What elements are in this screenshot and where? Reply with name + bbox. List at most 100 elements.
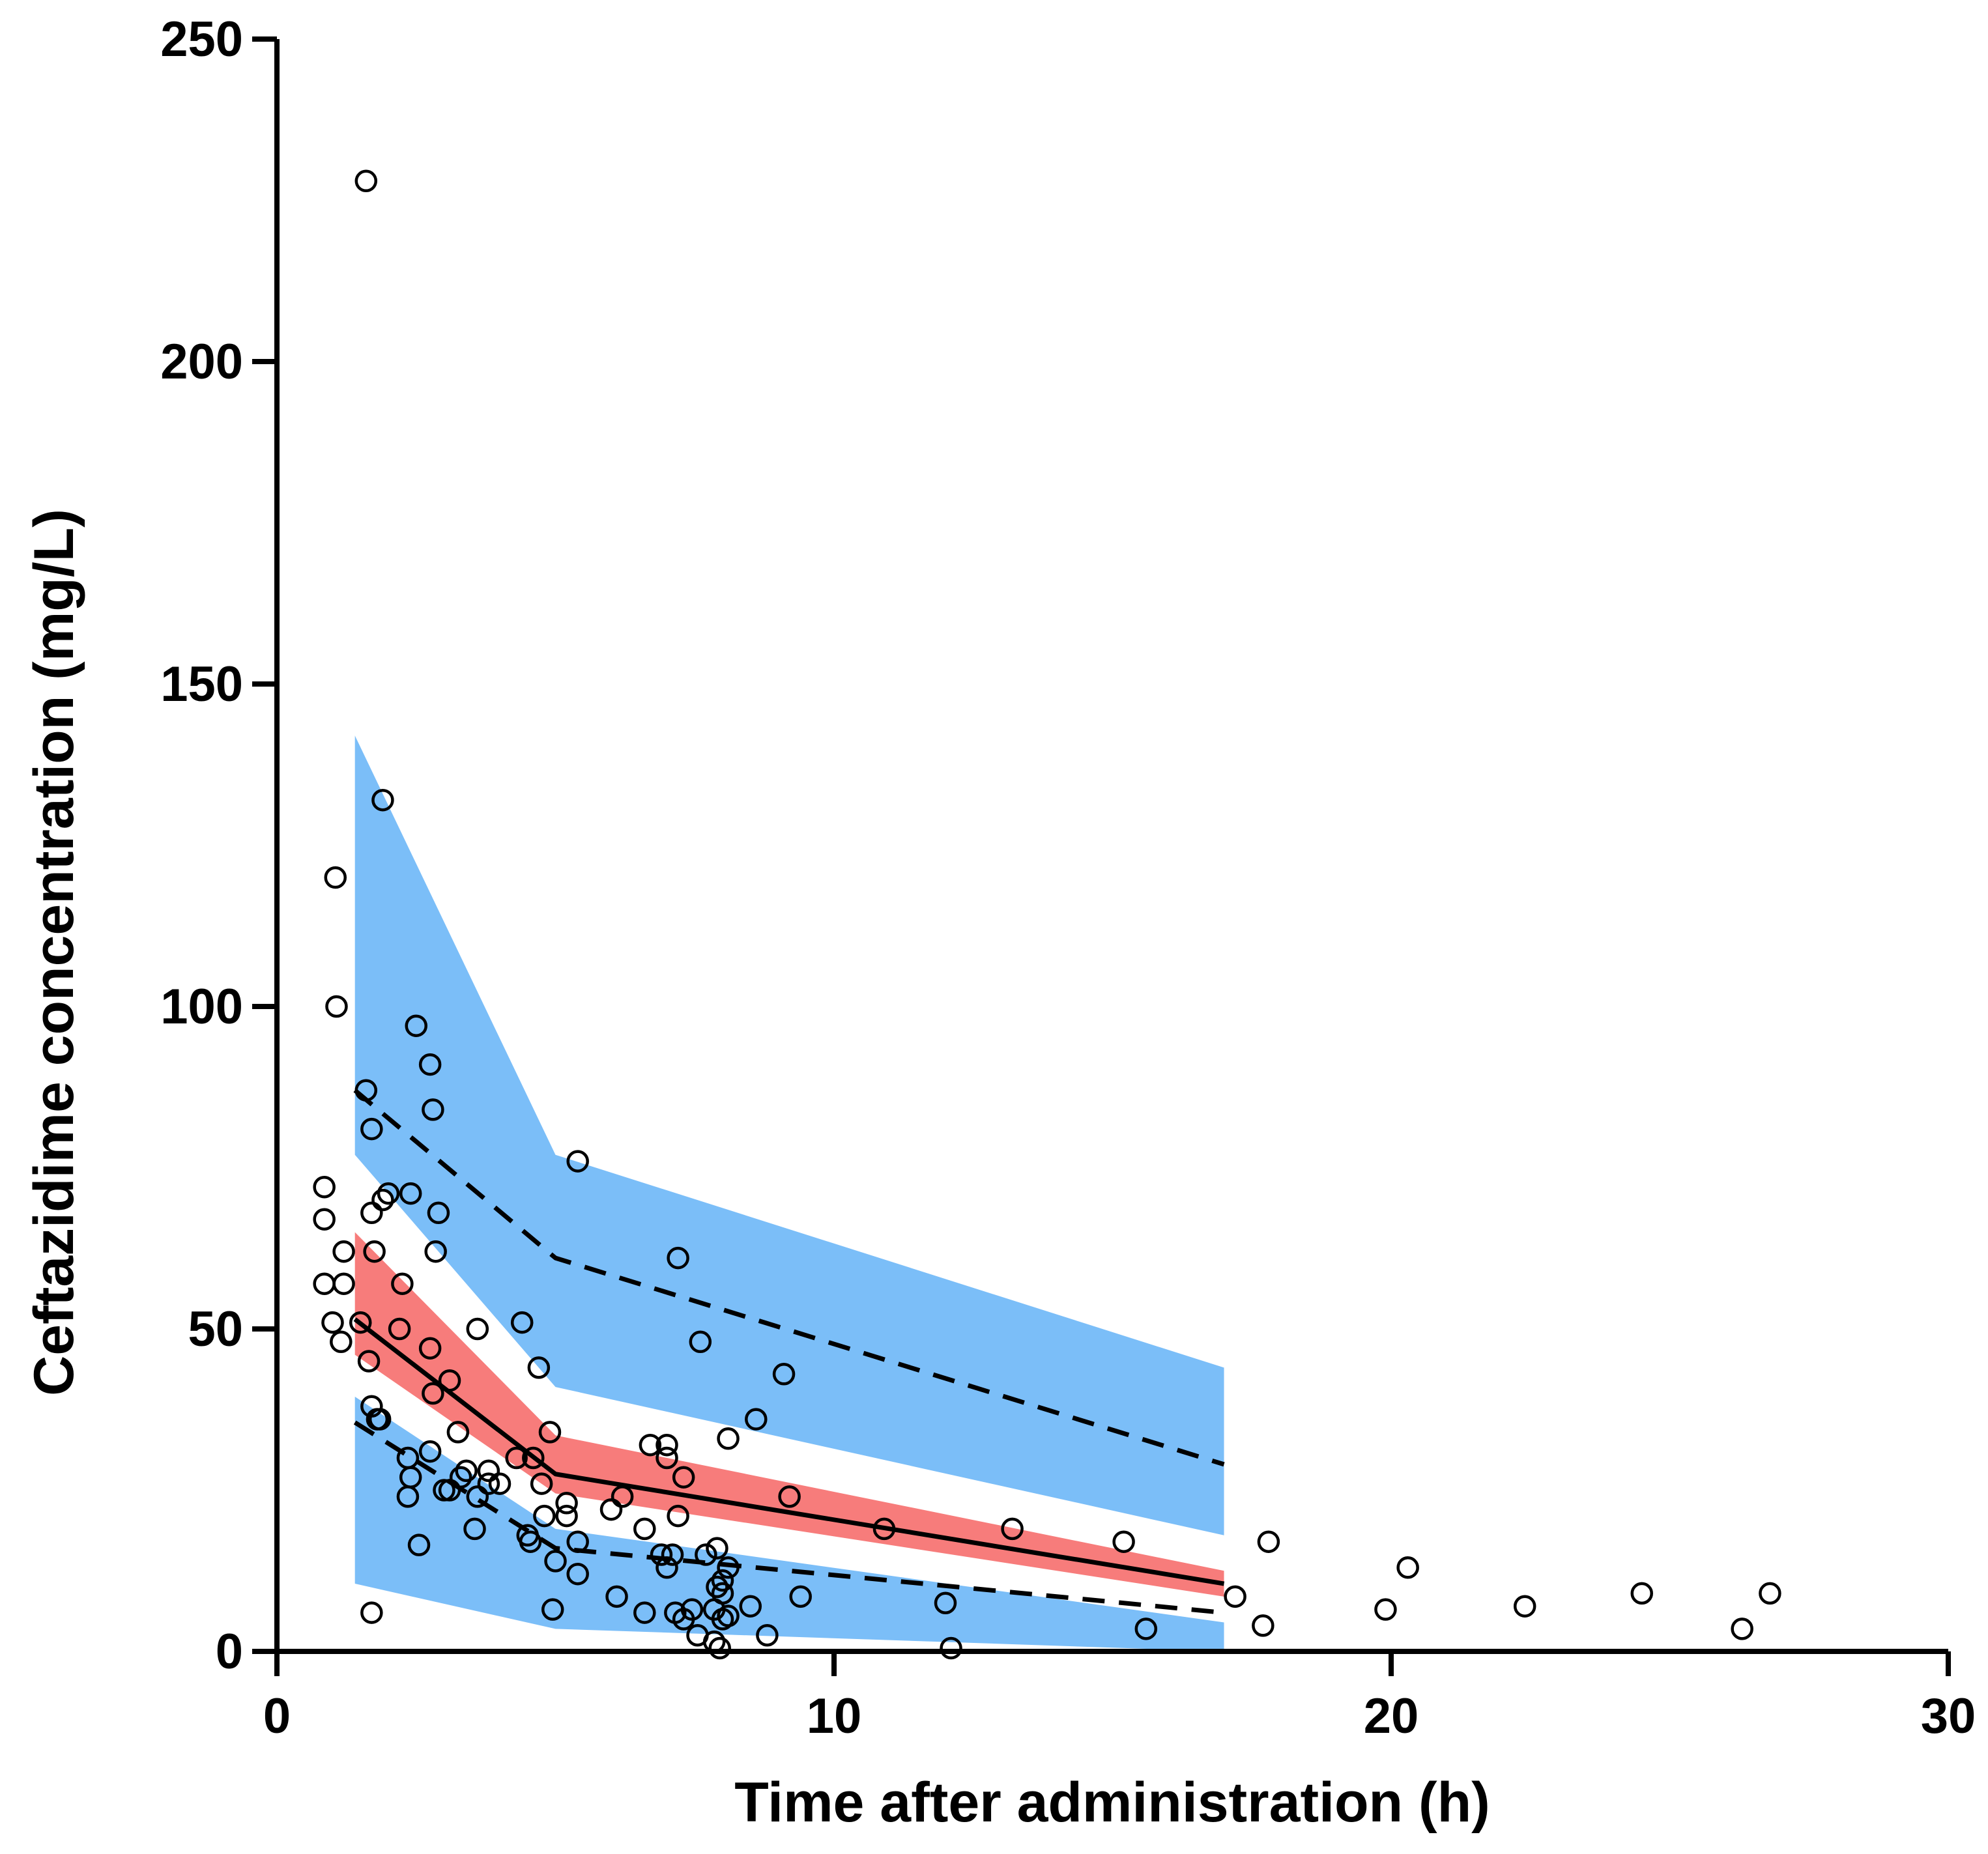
data-point [360,1201,383,1225]
data-point [488,1472,511,1495]
y-tick-label: 0 [216,1624,243,1679]
data-point [477,1459,500,1483]
data-point [1630,1582,1653,1605]
data-point [541,1598,564,1621]
data-point [422,1382,444,1405]
data-point [1759,1582,1781,1605]
data-point [555,1492,578,1515]
x-tick-label: 0 [263,1689,291,1744]
data-point [538,1421,562,1444]
y-tick-label: 50 [188,1302,243,1357]
data-point [399,1182,422,1205]
data-point [655,1556,678,1579]
data-point [1001,1517,1024,1541]
data-point [672,1466,695,1489]
data-point [633,1517,656,1541]
data-point [313,1175,336,1199]
data-point [313,1208,336,1231]
data-point [639,1433,662,1457]
data-point [510,1311,534,1334]
points-layer [313,169,1781,1660]
data-point [449,1466,472,1489]
data-point [1224,1585,1246,1608]
data-point [1257,1530,1280,1553]
data-point [711,1569,734,1592]
data-point [466,1485,489,1508]
data-point [789,1585,812,1608]
data-point [717,1556,740,1579]
bands-layer [354,735,1224,1651]
data-point [1396,1556,1419,1579]
data-point [332,1240,355,1263]
data-point [360,1117,383,1141]
data-point [522,1446,545,1470]
data-point [354,169,378,193]
data-point [433,1479,455,1502]
data-point [745,1408,768,1431]
data-point [405,1014,427,1037]
data-point [418,1440,442,1463]
x-axis-title: Time after administration (h) [734,1771,1490,1834]
data-point [438,1369,461,1392]
data-point [324,866,347,889]
data-point [519,1530,542,1553]
data-point [655,1446,678,1470]
series-line-1 [353,1089,1225,1467]
data-point [872,1517,896,1541]
data-point [667,1504,689,1528]
data-point [717,1427,740,1450]
data-point [672,1608,695,1631]
y-tick-label: 150 [160,657,243,712]
data-point [325,995,348,1018]
band-2 [354,1396,1224,1651]
data-point [330,1330,353,1354]
data-point [388,1317,411,1341]
lines-layer [353,1089,1225,1616]
data-point [706,1537,728,1560]
data-point [708,1636,731,1660]
data-point [689,1330,712,1354]
data-point [650,1543,673,1566]
data-point [349,1311,372,1334]
data-point [544,1550,567,1573]
data-point [633,1601,656,1624]
data-point [407,1533,431,1556]
data-point [418,1337,442,1360]
y-tick-label: 200 [160,334,243,390]
data-point [667,1246,689,1270]
data-point [321,1311,344,1334]
x-tick-label: 20 [1364,1689,1419,1744]
data-point [739,1595,762,1618]
data-point [555,1504,578,1528]
data-point [1731,1618,1753,1640]
data-point [533,1504,556,1528]
data-point [527,1356,551,1379]
data-point [455,1459,478,1483]
data-point [505,1446,528,1470]
data-point [566,1150,589,1173]
data-point [466,1317,489,1341]
y-tick-label: 250 [160,12,243,67]
data-point [934,1591,957,1614]
data-point [354,1079,378,1102]
data-point [1134,1618,1158,1640]
data-point [422,1098,444,1121]
data-point [695,1543,717,1566]
data-point [438,1479,461,1502]
data-point [391,1272,414,1295]
data-point [427,1201,450,1225]
axes-layer [274,39,1948,1654]
data-point [363,1240,386,1263]
data-point [605,1585,628,1608]
data-point [371,788,394,812]
data-point [940,1636,962,1660]
series-line-0 [353,1317,1225,1586]
ticks-layer: 0 50 100 150 200 250 0 10 20 30 [160,12,1976,1744]
y-axis-title: Ceftazidime concentration (mg/L) [23,509,85,1396]
data-point [1252,1614,1275,1637]
data-point [396,1485,420,1508]
data-point [706,1575,728,1599]
data-point [1112,1530,1135,1553]
data-point [1513,1595,1536,1618]
